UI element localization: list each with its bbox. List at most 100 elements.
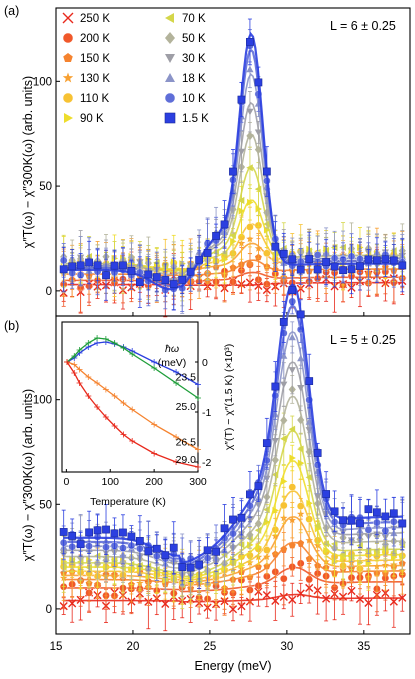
point-1-5-k-a (364, 249, 373, 270)
marker-110-k (296, 502, 305, 510)
point-1-5-k-b (246, 471, 254, 518)
legend-item-1-5-k: 1.5 K (164, 112, 209, 125)
marker-150-k (297, 539, 305, 547)
marker-200-k (279, 574, 288, 583)
point-1-5-k-b (288, 275, 297, 306)
point-1-5-k-b (254, 470, 263, 502)
marker-1-5-k (373, 256, 381, 265)
marker-1-5-k (102, 271, 110, 280)
marker-1-5-k (93, 526, 102, 535)
point-1-5-k-b (59, 509, 68, 555)
marker-70-k (246, 164, 253, 172)
x-tick-label-35: 35 (357, 641, 370, 653)
x-tick-label-30: 30 (280, 641, 293, 653)
marker-1-5-k (127, 532, 136, 541)
point-1-5-k-b (237, 500, 246, 536)
marker-1-5-k (76, 261, 85, 270)
inset-series-label-23-5: 23.5 (176, 372, 197, 384)
marker-1-5-k (305, 255, 314, 263)
point-1-5-k-a (195, 235, 204, 285)
inset-series-label-25-0: 25.0 (176, 401, 197, 413)
marker-1-5-k (178, 275, 187, 284)
inset-line-25-0 (66, 337, 199, 399)
point-1-5-k-a (398, 238, 407, 293)
point-1-5-k-a (110, 249, 119, 282)
legend-item-130-k: 130 K (62, 72, 110, 85)
marker-1-5-k (144, 547, 153, 556)
point-1-5-k-a (373, 237, 381, 284)
point-1-5-k-a (339, 257, 347, 284)
x-tick-label-15: 15 (50, 641, 63, 653)
legend-item-18-k: 18 K (165, 73, 206, 85)
marker-70-k (280, 435, 287, 443)
marker-70-k (254, 185, 262, 193)
point-30-k-a (237, 131, 246, 173)
y-tick-label-50: 50 (39, 181, 52, 193)
point-130-k-a (254, 238, 263, 259)
legend-marker-110-k (62, 92, 74, 104)
point-90-k-b (280, 465, 288, 498)
point-1-5-k-b (110, 517, 119, 550)
marker-90-k (272, 506, 279, 515)
marker-250-k (68, 599, 77, 608)
point-90-k-a (247, 184, 254, 221)
panel-a-tag: (a) (4, 4, 19, 18)
marker-250-k (288, 595, 297, 604)
marker-18-k (288, 333, 296, 341)
marker-1-5-k (59, 265, 68, 274)
marker-1-5-k (246, 38, 254, 46)
legend-item-110-k: 110 K (62, 92, 110, 105)
point-1-5-k-a (229, 149, 237, 195)
marker-18-k (246, 65, 254, 73)
marker-1-5-k (262, 439, 271, 448)
marker-50-k (271, 455, 279, 465)
legend-item-50-k: 50 K (165, 32, 206, 45)
point-1-5-k-a (347, 244, 356, 295)
marker-250-k (322, 594, 331, 603)
legend-item-70-k: 70 K (165, 13, 206, 25)
marker-30-k (280, 381, 288, 389)
legend-marker-200-k (62, 32, 74, 44)
inset-ylabel: χ″(T) − χ″(1.5 K) (×10³) (223, 344, 235, 451)
marker-1-5-k (212, 232, 220, 240)
marker-90-k (238, 561, 246, 570)
legend-marker-50-k (165, 32, 175, 44)
marker-30-k (271, 438, 279, 445)
marker-1-5-k (144, 270, 153, 279)
marker-50-k (254, 145, 262, 154)
marker-250-k (237, 602, 246, 611)
marker-250-k (398, 593, 407, 602)
series-1-5-k-b (59, 275, 407, 589)
marker-1-5-k (271, 242, 280, 251)
point-1-5-k-a (59, 247, 68, 292)
point-1-5-k-b (364, 498, 373, 520)
marker-150-k (288, 541, 296, 549)
marker-50-k (297, 415, 305, 425)
point-1-5-k-b (178, 552, 187, 582)
legend-label-1-5-k: 1.5 K (182, 113, 209, 125)
point-90-k-b (289, 444, 296, 472)
legend-item-30-k: 30 K (165, 53, 206, 65)
x-tick-label-20: 20 (127, 641, 140, 653)
point-1-5-k-b (305, 353, 314, 409)
point-1-5-k-a (119, 247, 127, 284)
inset-x-tick-label-300: 300 (189, 476, 207, 488)
legend-label-150-k: 150 K (80, 53, 110, 65)
marker-1-5-k (119, 528, 127, 537)
point-1-5-k-a (262, 146, 271, 197)
marker-1-5-k (347, 265, 356, 274)
legend-label-110-k: 110 K (80, 93, 110, 105)
point-1-5-k-b (279, 301, 288, 343)
inset-series-29-0 (64, 359, 201, 470)
marker-1-5-k (305, 377, 314, 385)
marker-1-5-k (169, 280, 178, 288)
marker-1-5-k (127, 267, 136, 275)
marker-250-k (161, 599, 170, 608)
marker-1-5-k (212, 547, 220, 556)
marker-1-5-k (279, 249, 288, 258)
marker-50-k (254, 519, 262, 528)
marker-1-5-k (186, 267, 195, 276)
marker-250-k (347, 586, 356, 596)
inset-series-26-5 (64, 359, 201, 453)
